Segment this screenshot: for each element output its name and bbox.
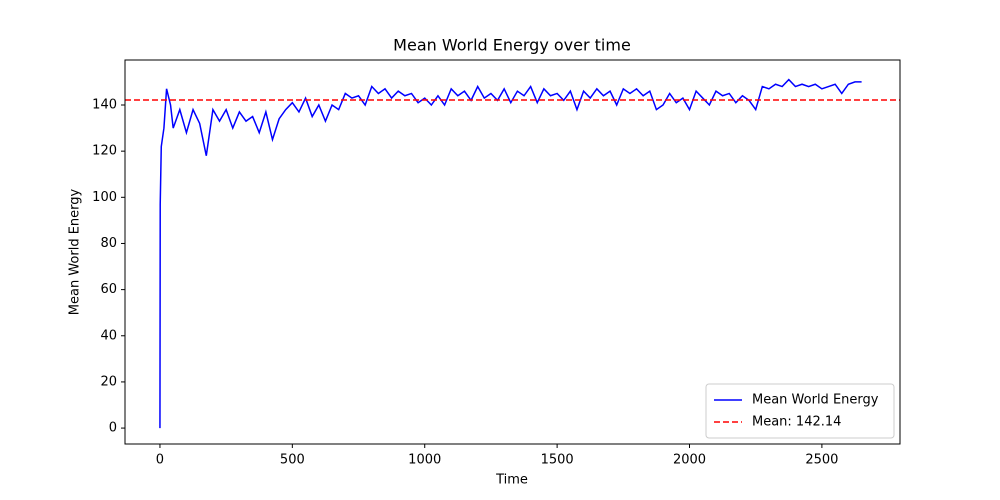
plot-frame: [124, 59, 901, 445]
x-tick-label: 2000: [673, 453, 706, 468]
y-tick-label: 100: [92, 190, 117, 205]
y-tick-label: 0: [109, 421, 117, 436]
legend-label: Mean World Energy: [752, 393, 879, 408]
y-tick-label: 120: [92, 144, 117, 159]
legend-label: Mean: 142.14: [752, 415, 841, 430]
data-line: [159, 78, 862, 429]
x-tick-label: 1500: [541, 453, 574, 468]
x-tick-label: 500: [280, 453, 305, 468]
y-tick-label: 20: [100, 374, 117, 389]
x-tick-label: 0: [156, 453, 164, 468]
legend-box: [705, 383, 895, 439]
x-axis-label: Time: [495, 473, 528, 488]
y-tick-label: 80: [100, 236, 117, 251]
y-tick-label: 60: [100, 282, 117, 297]
y-axis-label: Mean World Energy: [68, 188, 83, 315]
x-tick-label: 2500: [805, 453, 838, 468]
y-tick-label: 40: [100, 328, 117, 343]
y-tick-label: 140: [92, 98, 117, 113]
x-tick-label: 1000: [408, 453, 441, 468]
chart-title: Mean World Energy over time: [393, 36, 631, 55]
